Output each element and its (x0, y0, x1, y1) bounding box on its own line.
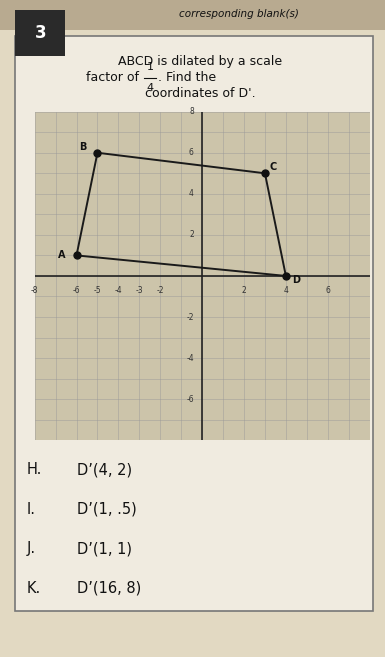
FancyBboxPatch shape (15, 10, 65, 56)
Text: 4: 4 (283, 286, 288, 295)
Text: 8: 8 (189, 107, 194, 116)
Text: 2: 2 (189, 231, 194, 239)
Text: -4: -4 (186, 353, 194, 363)
Text: D’(4, 2): D’(4, 2) (77, 463, 132, 477)
Text: 2: 2 (242, 286, 246, 295)
Text: A: A (58, 250, 65, 260)
Text: -6: -6 (186, 395, 194, 403)
Text: 6: 6 (189, 148, 194, 157)
Text: C: C (270, 162, 277, 172)
Text: -5: -5 (94, 286, 101, 295)
FancyBboxPatch shape (0, 0, 385, 30)
Text: -3: -3 (136, 286, 143, 295)
Text: K.: K. (27, 581, 41, 595)
Text: D’(16, 8): D’(16, 8) (77, 581, 141, 595)
FancyBboxPatch shape (15, 36, 373, 611)
Text: H.: H. (27, 463, 42, 477)
Text: D’(1, .5): D’(1, .5) (77, 502, 137, 516)
Text: -4: -4 (115, 286, 122, 295)
Text: D: D (292, 275, 300, 285)
Text: -8: -8 (31, 286, 38, 295)
Text: coordinates of D'.: coordinates of D'. (145, 87, 256, 100)
Text: -6: -6 (73, 286, 80, 295)
Text: -2: -2 (186, 313, 194, 321)
Text: B: B (79, 142, 87, 152)
Text: 6: 6 (325, 286, 330, 295)
Text: corresponding blank(s): corresponding blank(s) (179, 9, 299, 20)
Text: 3: 3 (35, 24, 46, 42)
Text: 4: 4 (147, 83, 154, 93)
Text: I.: I. (27, 502, 36, 516)
Text: J.: J. (27, 541, 36, 556)
Text: factor of: factor of (85, 71, 139, 84)
Text: D’(1, 1): D’(1, 1) (77, 541, 132, 556)
Text: 1: 1 (147, 62, 154, 72)
Text: -2: -2 (157, 286, 164, 295)
Text: ABCD is dilated by a scale: ABCD is dilated by a scale (118, 55, 282, 68)
Text: 4: 4 (189, 189, 194, 198)
Text: . Find the: . Find the (158, 71, 216, 84)
